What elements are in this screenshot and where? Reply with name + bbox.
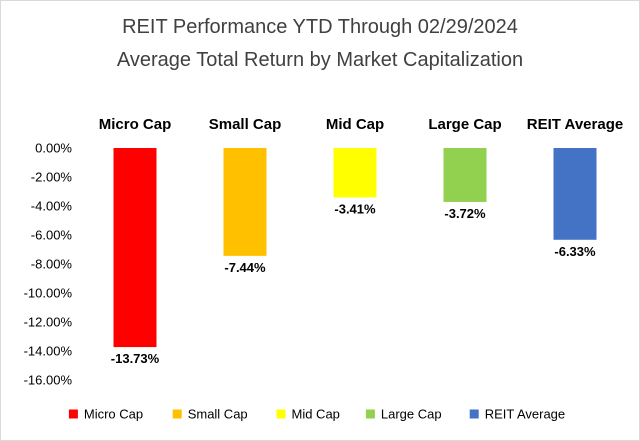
legend-swatch (276, 409, 286, 419)
legend-label: REIT Average (485, 407, 565, 422)
bar-micro-cap (113, 148, 157, 348)
category-label: Micro Cap (99, 116, 172, 133)
legend-label: Small Cap (188, 407, 248, 422)
data-label: -6.33% (554, 244, 596, 259)
bar-mid-cap (333, 148, 377, 198)
chart-title: REIT Performance YTD Through 02/29/2024 (122, 16, 518, 38)
y-tick-label: -6.00% (31, 228, 73, 243)
data-label: -3.72% (444, 206, 486, 221)
y-tick-label: 0.00% (35, 141, 72, 156)
data-label: -3.41% (334, 201, 376, 216)
y-tick-label: -12.00% (24, 315, 73, 330)
legend-label: Mid Cap (292, 407, 340, 422)
legend-swatch (365, 409, 375, 419)
data-label: -7.44% (224, 260, 266, 275)
legend-swatch (172, 409, 182, 419)
data-label: -13.73% (111, 351, 160, 366)
bar-large-cap (443, 148, 487, 202)
category-label: Mid Cap (326, 116, 384, 133)
y-tick-label: -8.00% (31, 257, 73, 272)
category-label: Large Cap (428, 116, 501, 133)
legend: Micro Cap Small Cap Mid Cap Large Cap REIT A… (68, 407, 565, 422)
legend-label: Large Cap (381, 407, 442, 422)
y-tick-label: -14.00% (24, 344, 73, 359)
y-tick-label: -10.00% (24, 286, 73, 301)
category-label: REIT Average (527, 116, 623, 133)
legend-swatch (68, 409, 78, 419)
legend-swatch (469, 409, 479, 419)
y-tick-label: -4.00% (31, 199, 73, 214)
y-tick-label: -16.00% (24, 373, 73, 388)
category-label: Small Cap (209, 116, 282, 133)
chart-subtitle: Average Total Return by Market Capitaliz… (117, 49, 523, 71)
plot-area: 0.00% -2.00% -4.00% -6.00% -8.00% -10.00% -12.… (24, 116, 624, 388)
bar-reit-average (553, 148, 597, 240)
bar-small-cap (223, 148, 267, 256)
legend-label: Micro Cap (84, 407, 143, 422)
y-tick-label: -2.00% (31, 170, 73, 185)
